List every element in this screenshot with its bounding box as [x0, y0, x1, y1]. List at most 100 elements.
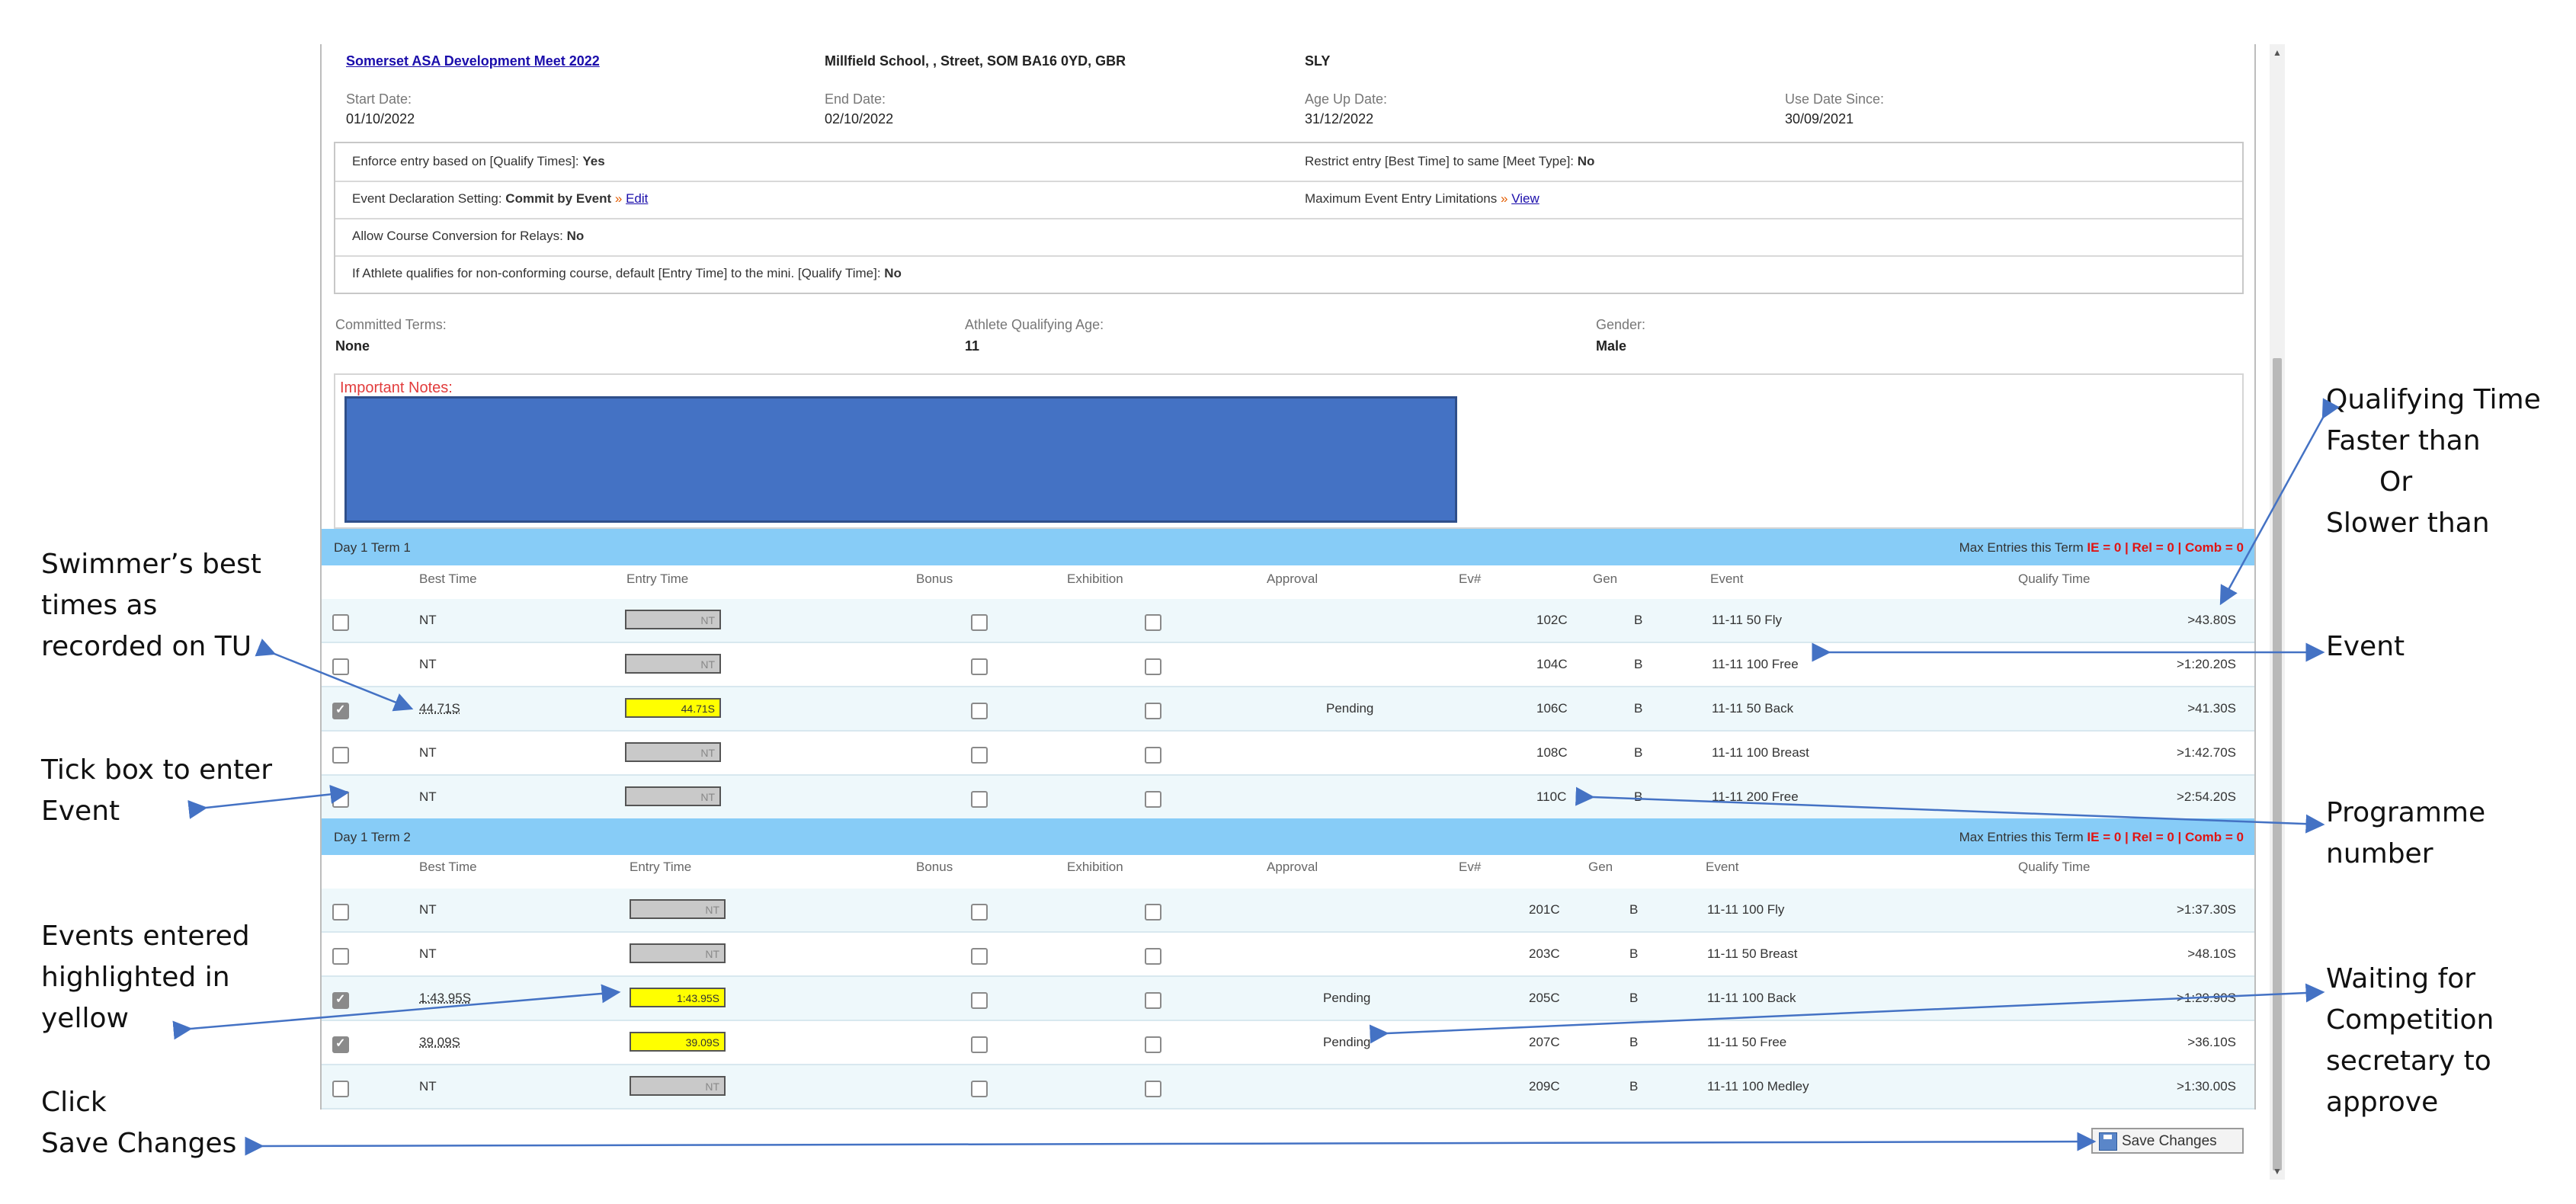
event-number: 201C: [1529, 902, 1560, 917]
entry-time-field[interactable]: NT: [630, 1076, 726, 1096]
bonus-checkbox[interactable]: [971, 703, 988, 719]
term-name: Day 1 Term 1: [334, 540, 411, 555]
bonus-checkbox[interactable]: [971, 791, 988, 808]
gender-value: Male: [1596, 338, 1627, 354]
table-header: Best Time Entry Time Bonus Exhibition Ap…: [322, 568, 2254, 591]
meet-name-link[interactable]: Somerset ASA Development Meet 2022: [346, 53, 600, 69]
enter-event-checkbox[interactable]: [332, 1081, 349, 1097]
best-time: NT: [419, 789, 437, 804]
callout-best-times: Swimmer’s best times as recorded on TU: [41, 549, 261, 662]
callout-event: Event: [2326, 631, 2405, 662]
settings-row-nonconforming: If Athlete qualifies for non-conforming …: [335, 255, 2242, 293]
end-date-label: End Date:: [825, 91, 886, 107]
save-changes-button[interactable]: Save Changes: [2091, 1128, 2244, 1154]
col-approval: Approval: [1267, 572, 1318, 586]
callout-or: Or: [2379, 466, 2413, 498]
entry-time-field[interactable]: NT: [625, 654, 721, 674]
event-name: 11-11 50 Breast: [1707, 946, 1798, 961]
exhibition-checkbox[interactable]: [1145, 1036, 1161, 1053]
entry-time-field[interactable]: NT: [630, 899, 726, 919]
best-time: NT: [419, 657, 437, 671]
max-limits-view-link[interactable]: View: [1511, 191, 1540, 206]
restrict-value: No: [1577, 154, 1595, 168]
event-name: 11-11 50 Back: [1712, 701, 1794, 716]
enter-event-checkbox[interactable]: [332, 747, 349, 764]
exhibition-checkbox[interactable]: [1145, 658, 1161, 675]
exhibition-checkbox[interactable]: [1145, 791, 1161, 808]
bonus-checkbox[interactable]: [971, 992, 988, 1009]
bonus-checkbox[interactable]: [971, 747, 988, 764]
qualifying-age-value: 11: [965, 338, 980, 354]
event-gender: B: [1634, 745, 1643, 760]
bonus-checkbox[interactable]: [971, 1036, 988, 1053]
bonus-checkbox[interactable]: [971, 904, 988, 921]
entry-time-field[interactable]: 44.71S: [625, 698, 721, 718]
max-entries-values: IE = 0 | Rel = 0 | Comb = 0: [2087, 830, 2244, 844]
use-date-since-value: 30/09/2021: [1785, 111, 1854, 126]
max-entries-values: IE = 0 | Rel = 0 | Comb = 0: [2087, 540, 2244, 555]
bonus-checkbox[interactable]: [971, 614, 988, 631]
event-number: 104C: [1536, 657, 1568, 671]
event-number: 106C: [1536, 701, 1568, 716]
term-name: Day 1 Term 2: [334, 830, 411, 844]
meet-settings: Enforce entry based on [Qualify Times]: …: [334, 142, 2244, 294]
nonconforming-label: If Athlete qualifies for non-conforming …: [352, 266, 881, 280]
table-row: 44.71S 44.71S Pending 106C B 11-11 50 Back >41…: [322, 687, 2254, 732]
arrow-highlighted: [172, 984, 621, 1040]
col-ev-num: Ev#: [1459, 860, 1482, 874]
declaration-edit-link[interactable]: Edit: [626, 191, 649, 206]
meet-code: SLY: [1305, 53, 1331, 69]
save-changes-label: Save Changes: [2122, 1133, 2217, 1149]
exhibition-checkbox[interactable]: [1145, 904, 1161, 921]
entry-time-field[interactable]: 39.09S: [630, 1032, 726, 1052]
course-conversion-label: Allow Course Conversion for Relays:: [352, 229, 563, 243]
exhibition-checkbox[interactable]: [1145, 747, 1161, 764]
enter-event-checkbox[interactable]: [332, 614, 349, 631]
exhibition-checkbox[interactable]: [1145, 1081, 1161, 1097]
entry-time-field[interactable]: 1:43.95S: [630, 988, 726, 1007]
callout-programme: Programme number: [2326, 797, 2486, 869]
best-time: NT: [419, 745, 437, 760]
best-time: NT: [419, 946, 437, 961]
best-time: NT: [419, 1079, 437, 1094]
event-number: 209C: [1529, 1079, 1560, 1094]
bonus-checkbox[interactable]: [971, 658, 988, 675]
callout-qualifying: Qualifying Time Faster than: [2326, 384, 2541, 456]
col-entry-time: Entry Time: [630, 860, 692, 874]
entry-time-field[interactable]: NT: [625, 786, 721, 806]
col-best-time: Best Time: [419, 572, 477, 586]
best-time[interactable]: 44.71S: [419, 701, 460, 716]
exhibition-checkbox[interactable]: [1145, 948, 1161, 965]
exhibition-checkbox[interactable]: [1145, 614, 1161, 631]
col-ev-num: Ev#: [1459, 572, 1482, 586]
event-name: 11-11 100 Free: [1712, 657, 1799, 671]
col-bonus: Bonus: [916, 572, 953, 586]
event-number: 203C: [1529, 946, 1560, 961]
callout-highlighted: Events entered highlighted in yellow: [41, 921, 250, 1034]
redacted-notes-block: [344, 396, 1457, 523]
entry-time-field[interactable]: NT: [630, 943, 726, 963]
age-up-date-label: Age Up Date:: [1305, 91, 1388, 107]
entry-time-field[interactable]: NT: [625, 742, 721, 762]
chevron-right-icon: »: [1500, 191, 1508, 206]
qualify-time: >48.10S: [2187, 946, 2236, 961]
exhibition-checkbox[interactable]: [1145, 992, 1161, 1009]
enter-event-checkbox[interactable]: [332, 904, 349, 921]
arrow-tick-box: [187, 784, 350, 819]
col-gen: Gen: [1588, 860, 1613, 874]
declaration-value: Commit by Event: [505, 191, 612, 206]
max-limits-label: Maximum Event Entry Limitations: [1305, 191, 1498, 206]
table-row: NT NT 203C B 11-11 50 Breast >48.10S: [322, 933, 2254, 977]
scroll-down-arrow-icon[interactable]: ▼: [2273, 1166, 2282, 1177]
best-time: NT: [419, 902, 437, 917]
start-date-label: Start Date:: [346, 91, 412, 107]
enter-event-checkbox[interactable]: [332, 948, 349, 965]
nonconforming-value: No: [884, 266, 902, 280]
bonus-checkbox[interactable]: [971, 1081, 988, 1097]
entry-time-field[interactable]: NT: [625, 610, 721, 629]
scroll-up-arrow-icon[interactable]: ▲: [2273, 47, 2282, 58]
arrow-best-times: [255, 639, 414, 712]
bonus-checkbox[interactable]: [971, 948, 988, 965]
exhibition-checkbox[interactable]: [1145, 703, 1161, 719]
